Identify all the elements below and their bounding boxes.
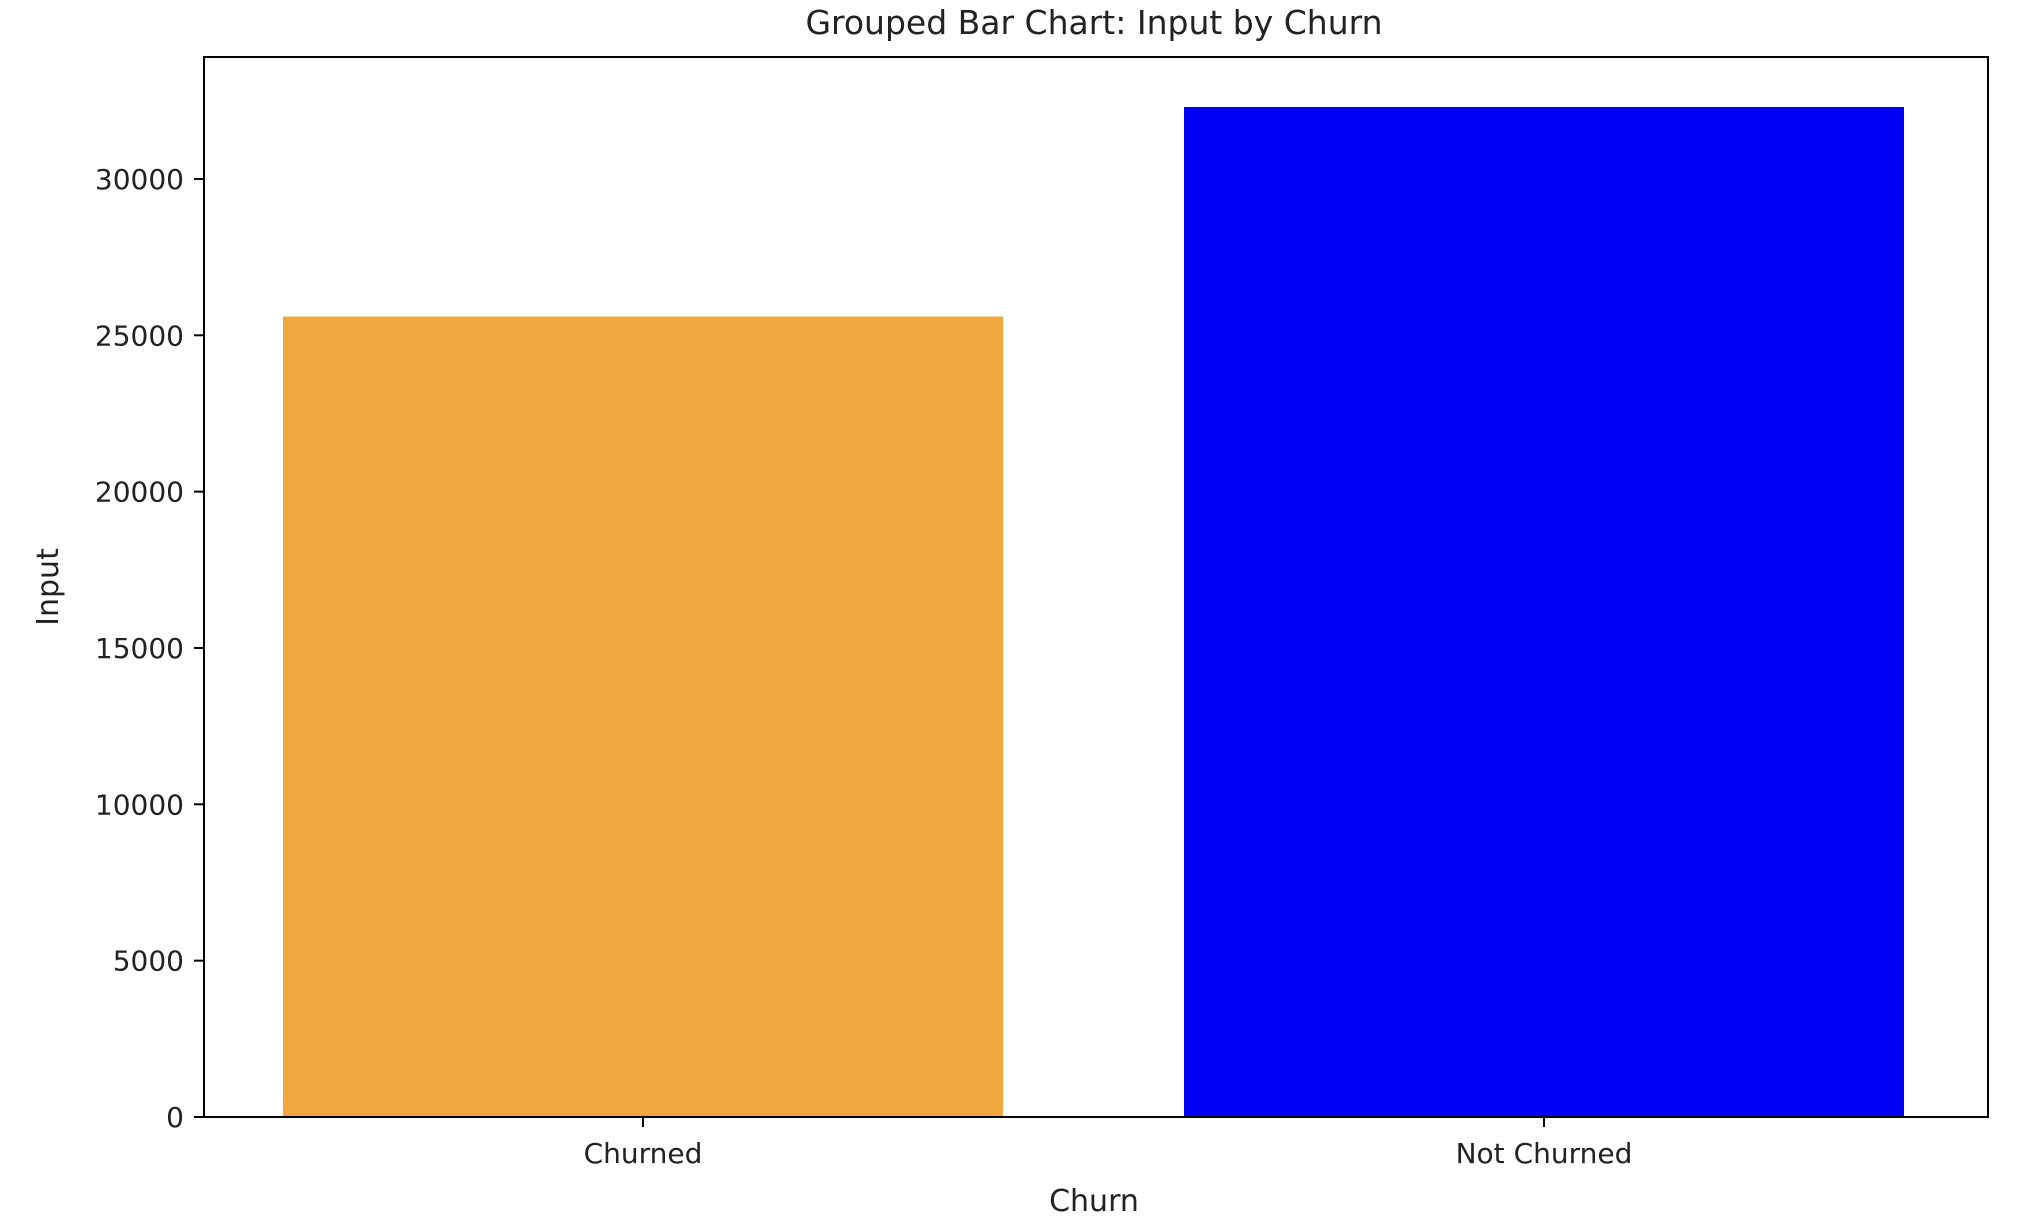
y-axis-label: Input <box>31 548 66 626</box>
x-tick-label: Churned <box>584 1137 703 1170</box>
y-tick-label: 10000 <box>95 788 184 821</box>
y-tick-label: 5000 <box>113 945 184 978</box>
bar-churned <box>283 316 1003 1117</box>
y-tick-label: 20000 <box>95 476 184 509</box>
y-tick-label: 25000 <box>95 319 184 352</box>
plot-frame <box>203 56 1989 1118</box>
y-tick-label: 30000 <box>95 163 184 196</box>
y-tick-label: 15000 <box>95 632 184 665</box>
y-tick-label: 0 <box>166 1101 184 1134</box>
y-axis: 0 5000 10000 15000 20000 25000 30000 <box>95 163 204 1134</box>
x-axis-label: Churn <box>1049 1184 1139 1219</box>
bar-not-churned <box>1184 107 1904 1118</box>
x-axis: Churned Not Churned <box>584 1117 1633 1170</box>
x-tick-label: Not Churned <box>1456 1137 1633 1170</box>
bars-group <box>283 107 1904 1118</box>
chart-title: Grouped Bar Chart: Input by Churn <box>805 3 1382 42</box>
